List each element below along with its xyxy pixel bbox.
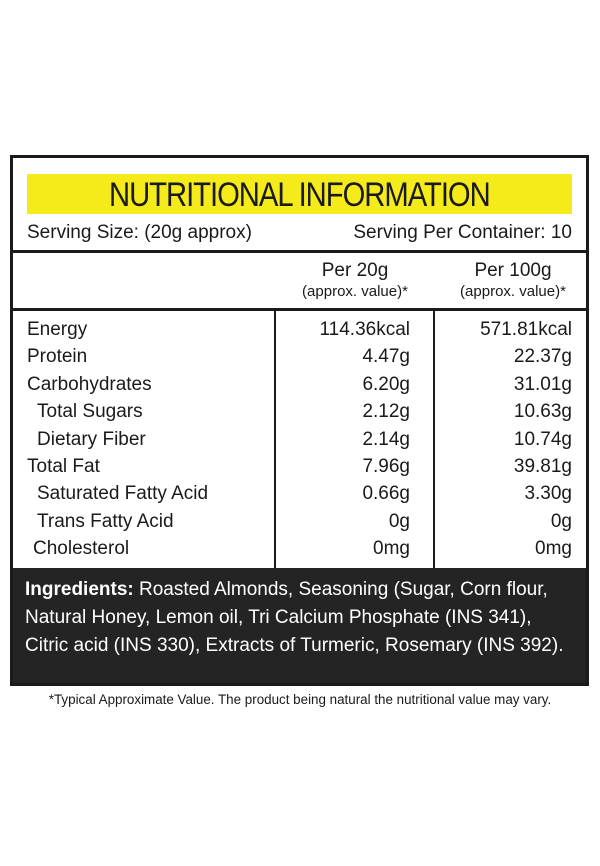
nutrition-label: NUTRITIONAL INFORMATION Serving Size: (2… — [10, 155, 589, 686]
divider-header — [13, 308, 586, 311]
nutrient-value-per-20g: 2.12g — [362, 401, 410, 423]
nutrient-value-per-20g: 7.96g — [362, 455, 410, 477]
ingredients-panel: Ingredients: Roasted Almonds, Seasoning … — [13, 568, 586, 683]
divider-top — [13, 250, 586, 253]
column-header-row: Per 20g (approx. value)* Per 100g (appro… — [13, 254, 586, 310]
nutrient-value-per-20g: 2.14g — [362, 428, 410, 450]
nutrient-value-per-100g: 10.63g — [513, 401, 572, 423]
serving-size: Serving Size: (20g approx) — [27, 222, 252, 243]
nutrient-value-per-100g: 571.81kcal — [480, 319, 572, 340]
table-row: Saturated Fatty Acid 0.66g 3.30g — [13, 480, 586, 507]
nutrient-value-per-100g: 22.37g — [513, 346, 572, 368]
nutrient-value-per-100g: 39.81g — [513, 455, 572, 477]
table-row: Cholesterol 0mg 0mg — [13, 535, 586, 562]
ingredients-text: Roasted Almonds, Seasoning (Sugar, Corn … — [25, 579, 564, 656]
nutrient-value-per-100g: 0g — [550, 510, 572, 532]
table-row: Energy 114.36kcal 571.81kcal — [13, 316, 586, 343]
nutrient-value-per-100g: 31.01g — [513, 373, 572, 395]
nutrient-value-per-100g: 0mg — [535, 538, 572, 560]
table-row: Total Sugars 2.12g 10.63g — [13, 398, 586, 425]
column-header-per-100g-sub: (approx. value)* — [460, 283, 566, 300]
nutrient-value-per-20g: 114.36kcal — [319, 319, 411, 340]
nutrient-value-per-20g: 0mg — [373, 538, 410, 560]
nutrient-name: Carbohydrates — [27, 373, 152, 395]
nutrient-name: Total Sugars — [37, 401, 143, 423]
column-header-per-100g: Per 100g (approx. value)* — [433, 260, 593, 302]
column-header-per-100g-main: Per 100g — [474, 260, 552, 281]
column-header-per-20g: Per 20g (approx. value)* — [275, 260, 435, 302]
nutrient-name: Dietary Fiber — [37, 428, 146, 450]
column-divider-1 — [274, 308, 276, 568]
nutrient-name: Total Fat — [27, 455, 100, 477]
nutrient-value-per-100g: 10.74g — [513, 428, 572, 450]
nutrient-value-per-20g: 0g — [388, 510, 410, 532]
nutrient-value-per-100g: 3.30g — [524, 483, 572, 505]
servings-per-container: Serving Per Container: 10 — [353, 222, 572, 243]
nutrient-table: Energy 114.36kcal 571.81kcal Protein 4.4… — [13, 316, 586, 563]
column-header-per-20g-sub: (approx. value)* — [302, 283, 408, 300]
table-row: Total Fat 7.96g 39.81g — [13, 453, 586, 480]
nutrient-value-per-20g: 0.66g — [362, 483, 410, 505]
nutrient-name: Saturated Fatty Acid — [37, 483, 209, 505]
nutrient-name: Energy — [27, 319, 88, 340]
nutrient-value-per-20g: 4.47g — [362, 346, 410, 368]
nutrient-name: Cholesterol — [33, 538, 130, 560]
ingredients-label: Ingredients: — [25, 579, 134, 600]
nutrient-value-per-20g: 6.20g — [362, 373, 410, 395]
serving-info: Serving Size: (20g approx) Serving Per C… — [13, 216, 586, 250]
label-title-text: NUTRITIONAL INFORMATION — [109, 176, 491, 214]
column-divider-2 — [433, 308, 435, 568]
footnote: *Typical Approximate Value. The product … — [48, 692, 552, 707]
table-row: Carbohydrates 6.20g 31.01g — [13, 371, 586, 398]
nutrient-name: Protein — [27, 346, 88, 368]
table-row: Dietary Fiber 2.14g 10.74g — [13, 426, 586, 453]
table-row: Protein 4.47g 22.37g — [13, 343, 586, 370]
label-title: NUTRITIONAL INFORMATION — [27, 174, 572, 214]
nutrient-name: Trans Fatty Acid — [37, 510, 174, 532]
table-row: Trans Fatty Acid 0g 0g — [13, 508, 586, 535]
column-header-per-20g-main: Per 20g — [321, 260, 389, 281]
